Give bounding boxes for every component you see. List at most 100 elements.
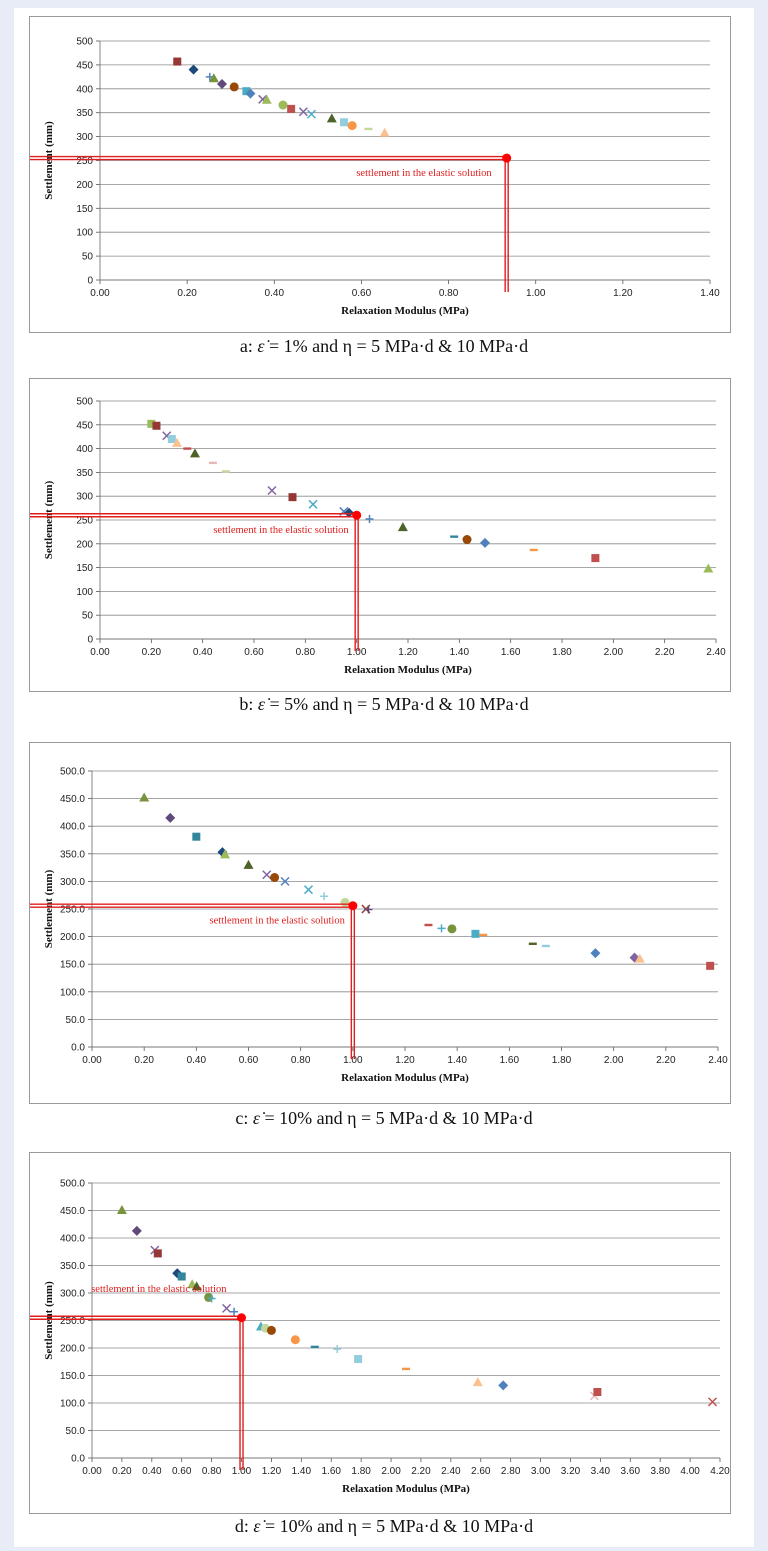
y-tick-label: 500 (76, 37, 93, 48)
elastic-solution-label: settlement in the elastic solution (356, 168, 492, 179)
elastic-solution-label: settlement in the elastic solution (213, 525, 349, 536)
data-point (397, 522, 408, 532)
caption-a-prefix: a: (239, 336, 258, 356)
data-point (333, 1345, 342, 1354)
data-point (529, 548, 538, 552)
x-tick-label: 1.60 (322, 1466, 342, 1477)
data-point (242, 87, 251, 96)
data-point (192, 832, 201, 841)
y-tick-label: 400 (76, 84, 93, 95)
data-point (593, 1388, 602, 1396)
y-tick-label: 350.0 (60, 1261, 85, 1272)
x-tick-label: 0.40 (142, 1466, 162, 1477)
data-point (217, 79, 227, 90)
x-tick-label: 0.40 (187, 1055, 207, 1066)
x-tick-label: 0.00 (82, 1466, 102, 1477)
y-tick-label: 200 (76, 539, 93, 550)
data-point (208, 73, 219, 83)
y-tick-label: 100.0 (60, 987, 85, 998)
data-point (437, 924, 446, 933)
data-point (365, 515, 374, 524)
y-tick-label: 400 (76, 444, 93, 455)
gridlines (96, 400, 717, 643)
y-tick-label: 0 (87, 635, 93, 646)
elastic-solution-label: settlement in the elastic solution (210, 916, 346, 927)
y-tick-label: 300.0 (60, 1289, 85, 1300)
data-points (139, 792, 715, 970)
data-point (280, 876, 290, 886)
caption-d-text: = 10% and η = 5 MPa·d & 10 MPa·d (260, 1516, 534, 1536)
x-tick-label: 0.80 (439, 288, 459, 299)
data-point (183, 447, 192, 450)
y-tick-label: 50.0 (66, 1426, 86, 1437)
data-point (634, 953, 645, 963)
y-axis-title: Settlement (mm) (43, 1281, 55, 1360)
caption-a-symbol: ε̇ (257, 336, 265, 356)
y-tick-label: 200.0 (60, 932, 85, 943)
caption-b-prefix: b: (239, 694, 258, 714)
caption-c-symbol: ε̇ (252, 1108, 260, 1128)
y-tick-label: 450 (76, 60, 93, 71)
caption-c-prefix: c: (235, 1108, 253, 1128)
x-tick-label: 0.20 (142, 647, 162, 658)
y-tick-label: 150.0 (60, 1371, 85, 1382)
data-point (222, 1303, 232, 1313)
elastic-solution-marker (30, 153, 512, 292)
x-axis-title: Relaxation Modulus (MPa) (342, 1483, 470, 1495)
data-point (267, 485, 277, 496)
data-point (243, 859, 254, 869)
data-point (450, 535, 459, 538)
y-tick-label: 0.0 (71, 1043, 85, 1054)
data-point (229, 82, 239, 92)
data-point (278, 100, 288, 110)
data-point (379, 127, 390, 137)
x-tick-label: 0.20 (112, 1466, 132, 1477)
x-tick-label: 2.20 (411, 1466, 431, 1477)
data-point (480, 537, 490, 548)
figure-panel-d: 0.0 50.0 100.0 150.0 200.0 250.0 300.0 350.0 400… (14, 1142, 754, 1547)
y-axis-title: Settlement (mm) (43, 480, 55, 559)
x-tick-label: 1.40 (447, 1055, 467, 1066)
x-tick-label: 3.00 (531, 1466, 551, 1477)
caption-c-text: = 10% and η = 5 MPa·d & 10 MPa·d (259, 1108, 533, 1128)
y-tick-label: 350 (76, 108, 93, 119)
caption-d: d: ε̇ = 10% and η = 5 MPa·d & 10 MPa·d (14, 1516, 754, 1537)
x-tick-label: 2.20 (655, 647, 675, 658)
data-point (177, 1272, 186, 1281)
x-tick-label: 0.00 (90, 288, 110, 299)
data-point (590, 948, 601, 959)
data-point (308, 499, 318, 509)
x-tick-label: 2.00 (604, 647, 624, 658)
y-tick-label: 350 (76, 468, 93, 479)
elastic-solution-label: settlement in the elastic solution (91, 1284, 227, 1295)
x-tick-label: 0.60 (352, 288, 372, 299)
y-tick-label: 150 (76, 563, 93, 574)
y-tick-label: 200.0 (60, 1344, 85, 1355)
data-point (471, 929, 480, 938)
data-point (172, 437, 182, 447)
data-point (528, 942, 537, 945)
data-point (402, 1367, 410, 1371)
data-points (147, 419, 714, 573)
x-tick-label: 0.80 (202, 1466, 222, 1477)
caption-b-text: = 5% and η = 5 MPa·d & 10 MPa·d (264, 694, 529, 714)
y-tick-label: 350.0 (60, 849, 85, 860)
data-point (153, 1249, 162, 1258)
data-point (310, 1345, 319, 1349)
gridlines (88, 1182, 721, 1462)
data-point (191, 1281, 202, 1291)
data-point (230, 1307, 239, 1316)
gridlines (96, 40, 711, 284)
x-tick-label: 2.00 (604, 1055, 624, 1066)
x-tick-label: 0.00 (90, 647, 110, 658)
chart-box-b: 0 50 100 150 200 250 300 350 400 450 500 0.00 0.20 0.… (29, 378, 731, 692)
y-tick-label: 400.0 (60, 1234, 85, 1245)
data-point (245, 88, 256, 99)
y-tick-label: 250 (76, 156, 93, 167)
x-tick-label: 1.80 (351, 1466, 371, 1477)
data-point (266, 1325, 276, 1335)
x-tick-label: 3.20 (561, 1466, 581, 1477)
chart-box-c: 0.0 50.0 100.0 150.0 200.0 250.0 300.0 350.0 400… (29, 742, 731, 1104)
y-tick-label: 400.0 (60, 822, 85, 833)
y-tick-label: 100 (76, 587, 93, 598)
